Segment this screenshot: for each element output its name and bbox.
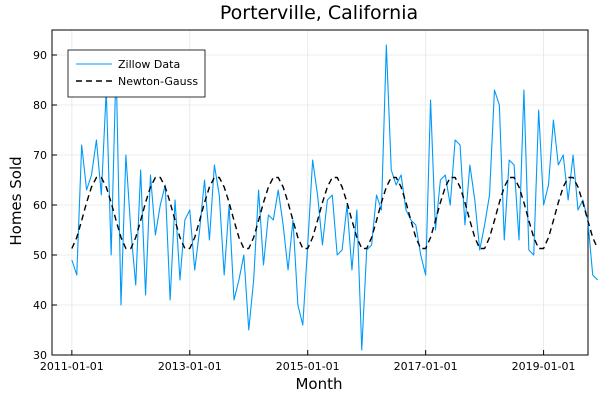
x-tick-label: 2017-01-01: [394, 360, 458, 373]
y-tick-label: 90: [33, 49, 47, 62]
y-tick-label: 30: [33, 349, 47, 362]
y-axis-label: Homes Sold: [7, 156, 25, 245]
x-tick-label: 2015-01-01: [276, 360, 340, 373]
y-tick-label: 50: [33, 249, 47, 262]
x-axis-label: Month: [295, 375, 342, 393]
y-tick-label: 40: [33, 299, 47, 312]
x-tick-label: 2011-01-01: [40, 360, 104, 373]
y-tick-label: 80: [33, 99, 47, 112]
series-line-zillow-data: [71, 44, 599, 351]
plot-frame: [51, 29, 589, 356]
legend-label: Zillow Data: [118, 58, 180, 71]
legend-label: Newton-Gauss: [118, 75, 198, 88]
legend-box: [67, 49, 206, 98]
series-layer: [71, 44, 599, 351]
y-tick-label: 70: [33, 149, 47, 162]
x-tick-label: 2013-01-01: [158, 360, 222, 373]
x-tick-label: 2019-01-01: [512, 360, 576, 373]
legend: Zillow Data Newton-Gauss: [67, 49, 206, 98]
y-tick-label: 60: [33, 199, 47, 212]
chart-title: Porterville, California: [220, 2, 418, 24]
axis-ticks: 2011-01-01 2013-01-01 2015-01-01 2017-01-01…: [33, 49, 576, 373]
